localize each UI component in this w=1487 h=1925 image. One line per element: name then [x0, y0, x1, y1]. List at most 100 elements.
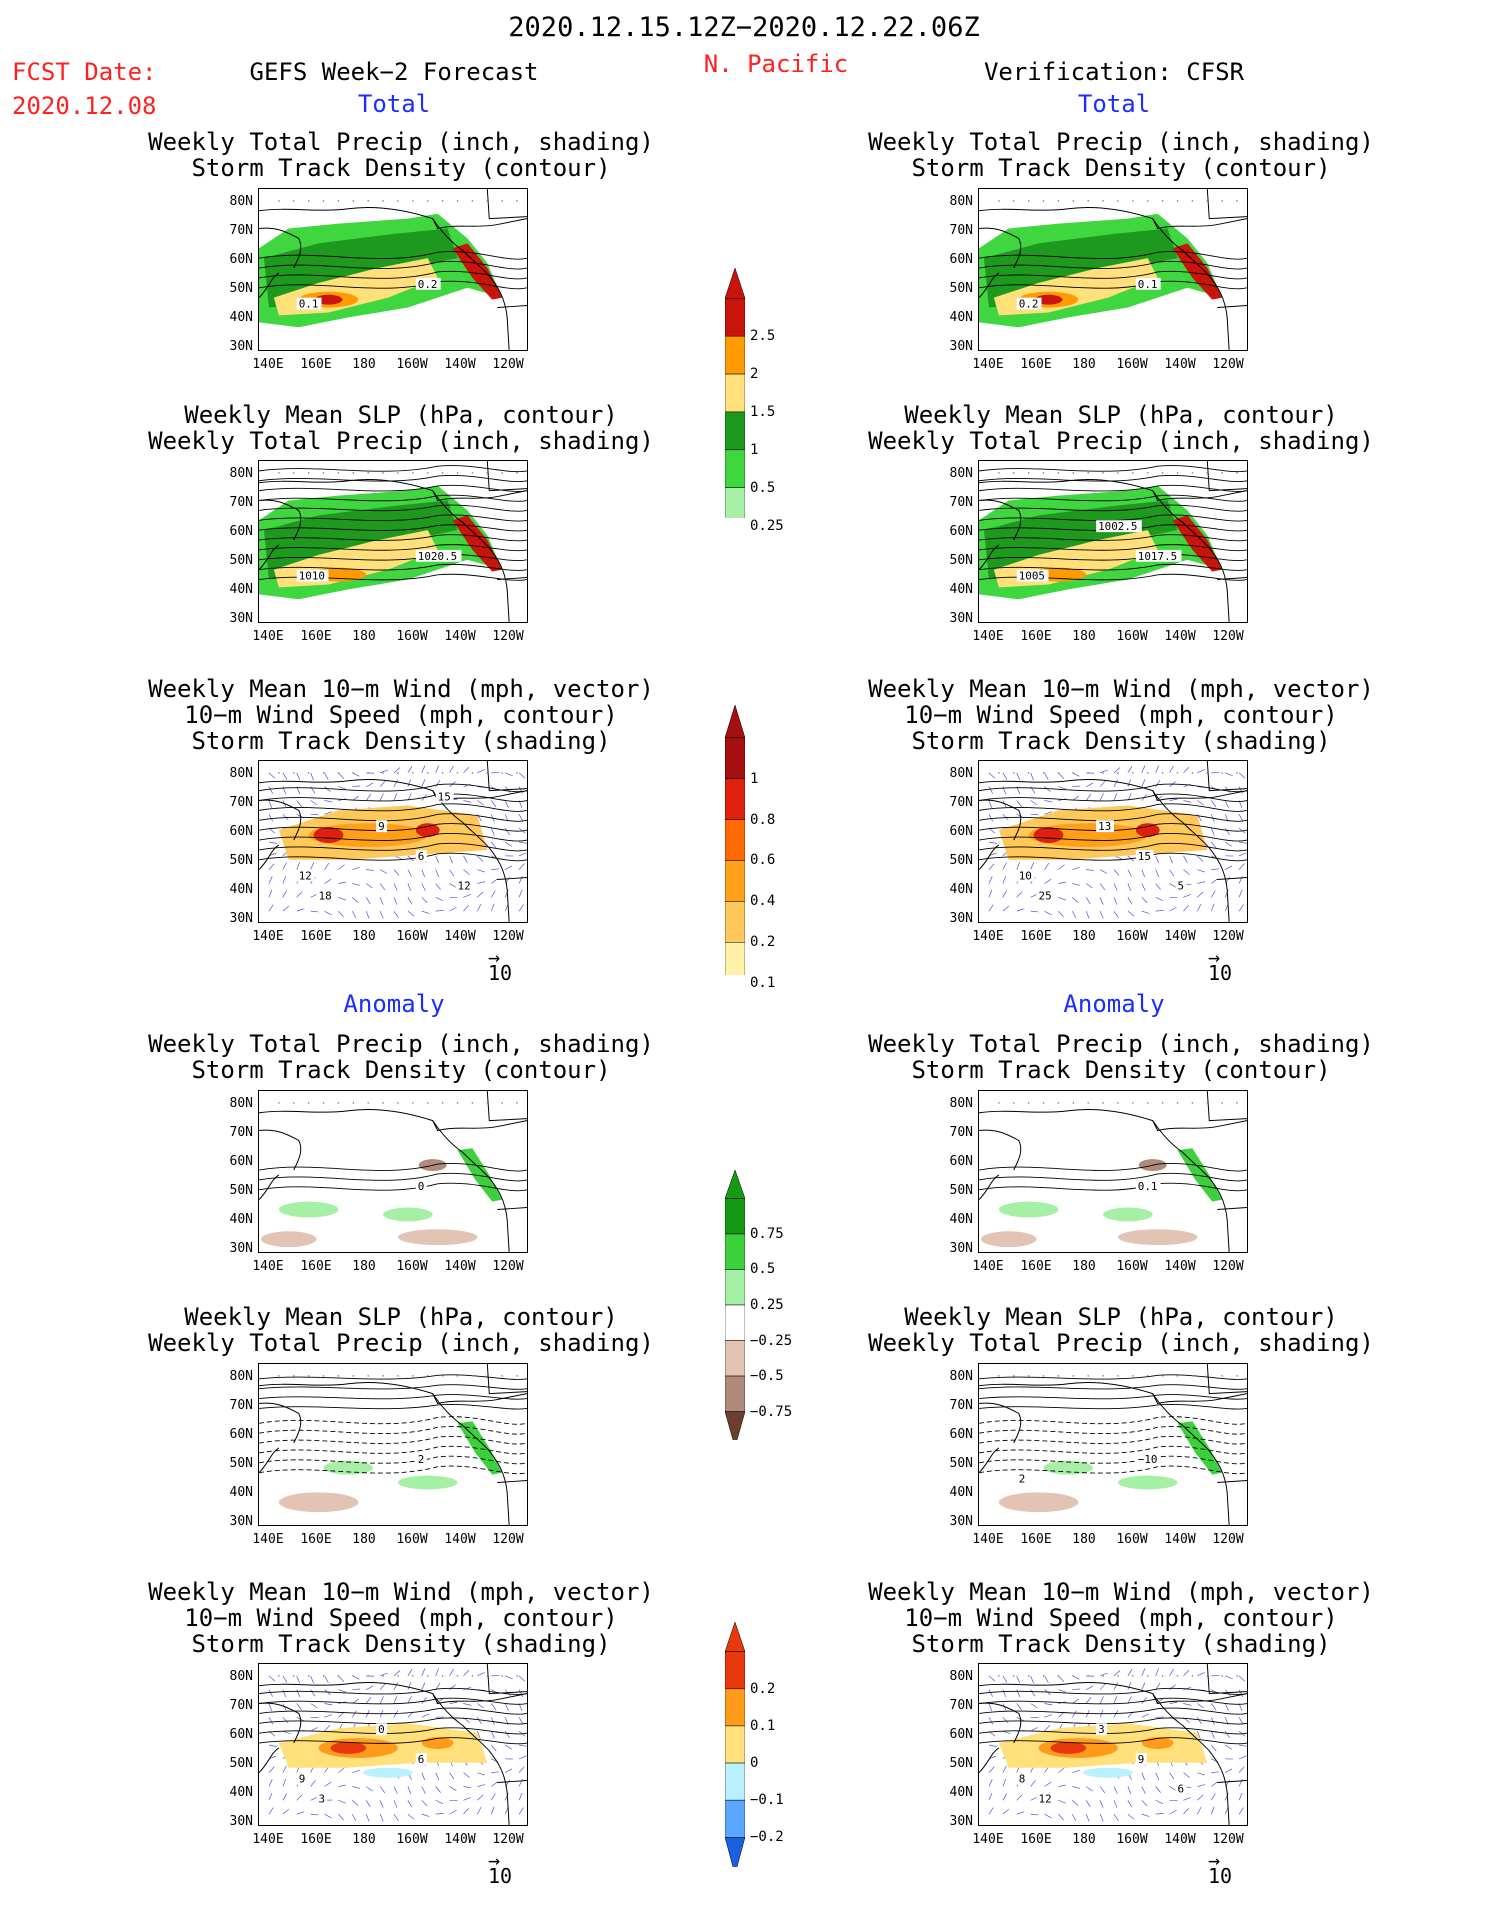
map-panel-fp2: 0	[258, 1090, 528, 1253]
wind-vector	[1224, 827, 1230, 835]
lon-tick-label: 140E	[252, 1832, 284, 1847]
map-canvas: 6 9 0 3	[259, 1664, 527, 1825]
wind-vector	[1002, 862, 1007, 870]
contour-line	[979, 475, 1247, 482]
wind-vector	[379, 897, 384, 905]
map-panel-fs2: 2	[258, 1363, 528, 1526]
coastline	[979, 272, 1000, 298]
grid-dot	[471, 1675, 474, 1677]
wind-vector	[1127, 779, 1132, 787]
wind-vector	[449, 883, 457, 889]
contour-line	[979, 1737, 1247, 1745]
wind-vector	[490, 1717, 495, 1725]
lat-tick-label: 50N	[229, 1756, 253, 1771]
std-anom-shade	[1050, 1742, 1087, 1754]
grid-dot	[1102, 472, 1104, 474]
wind-vector	[1141, 779, 1146, 787]
contour-line	[259, 793, 527, 802]
grid-dot	[1132, 772, 1134, 774]
panel-title-line: 10−m Wind Speed (mph, contour)	[904, 701, 1338, 729]
forecast-column-title: GEFS Week−2 Forecast	[249, 58, 539, 86]
wind-vector	[1197, 800, 1205, 806]
wind-vector	[463, 1669, 470, 1677]
grid-dot	[1176, 772, 1179, 774]
grid-dot	[322, 772, 325, 774]
coastline	[432, 1393, 510, 1525]
grid-dot	[382, 1375, 384, 1377]
wind-vector	[1099, 1786, 1106, 1794]
lat-tick-label: 40N	[229, 882, 253, 897]
wind-vector	[1238, 1766, 1245, 1773]
wind-vector	[324, 878, 332, 884]
precip-anom-shade	[323, 1460, 374, 1475]
wind-vector	[518, 786, 524, 794]
contour-line	[259, 260, 527, 270]
wind-vector	[490, 1731, 495, 1739]
coastline	[259, 479, 527, 502]
lon-tick-label: 160E	[300, 1832, 332, 1847]
wind-vector	[1002, 1808, 1010, 1815]
wind-vector	[988, 1766, 995, 1773]
wind-vector	[1127, 765, 1133, 774]
wind-vector	[365, 1786, 373, 1792]
lon-tick-label: 120W	[492, 357, 524, 372]
wind-vector	[407, 897, 413, 905]
map-canvas: 0.1	[979, 1091, 1247, 1252]
grid-dot	[1012, 1675, 1015, 1677]
grid-dot	[1132, 1102, 1134, 1104]
lat-tick-label: 50N	[949, 281, 973, 296]
coastline	[486, 1364, 527, 1395]
contour-line	[979, 803, 1247, 812]
panel-title-line: Weekly Total Precip (inch, shading)	[148, 1030, 654, 1058]
wind-vector	[1058, 1799, 1066, 1804]
wind-vector	[1141, 883, 1146, 891]
colorbar-label: 0.8	[750, 811, 776, 828]
contour-line	[979, 842, 1247, 852]
lon-tick-label: 160E	[1020, 1832, 1052, 1847]
wind-vector	[1141, 1682, 1146, 1690]
grid-dot	[292, 1102, 295, 1104]
forecast-anomaly-label: Anomaly	[343, 990, 445, 1018]
map-canvas: 6 12 9 18 12 15	[259, 761, 527, 922]
wind-vector	[1197, 769, 1205, 774]
lat-tick-label: 30N	[949, 339, 973, 354]
grid-dot	[1176, 1675, 1179, 1677]
lat-tick-label: 50N	[229, 281, 253, 296]
wind-vector	[338, 1767, 345, 1773]
grid-dot	[1012, 1102, 1015, 1104]
wind-vector	[421, 897, 428, 904]
wind-vector	[1197, 1717, 1202, 1725]
lon-tick-label: 180	[352, 1832, 376, 1847]
wind-vector	[477, 800, 485, 806]
lat-tick-label: 60N	[949, 1154, 973, 1169]
grid-dot	[471, 772, 474, 774]
map-panel-vw1: 15 10 13 25 5	[978, 760, 1248, 923]
wind-vector	[1058, 1784, 1067, 1787]
wind-vector	[1072, 883, 1081, 886]
wind-vector	[1169, 1701, 1178, 1704]
lat-tick-label: 40N	[229, 1212, 253, 1227]
lon-tick-label: 160E	[300, 629, 332, 644]
wind-vector	[393, 793, 398, 801]
grid-dot	[382, 200, 384, 202]
wind-vector	[379, 910, 384, 919]
lat-tick-label: 80N	[949, 1096, 973, 1111]
lat-tick-label: 80N	[949, 466, 973, 481]
wind-vector	[338, 910, 344, 918]
grid-dot	[292, 200, 295, 202]
wind-vector	[463, 800, 472, 803]
coastline	[1206, 1364, 1247, 1395]
wind-vector	[268, 876, 273, 884]
colorbar-label: 0.75	[750, 1225, 784, 1242]
contour-line	[259, 270, 527, 280]
wind-vector	[338, 881, 347, 884]
grid-dot	[1176, 1102, 1179, 1104]
wind-vector	[1002, 875, 1007, 884]
verification-anomaly-label: Anomaly	[1063, 990, 1165, 1018]
wind-vector	[282, 905, 290, 912]
coastline	[259, 1447, 280, 1473]
grid-dot	[1236, 1675, 1238, 1677]
colorbar-swatch	[724, 1651, 746, 1690]
colorbar-label: 1	[750, 770, 759, 787]
grid-dot	[1132, 472, 1134, 474]
